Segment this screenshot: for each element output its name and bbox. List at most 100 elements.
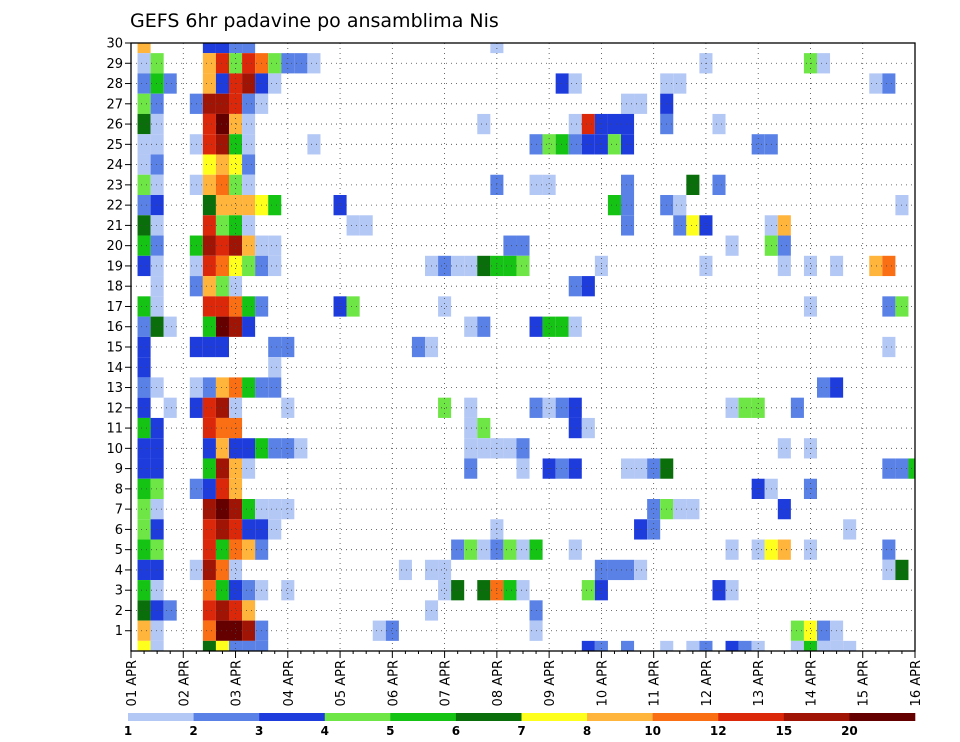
heatmap-cell <box>464 397 478 418</box>
heatmap-cell <box>516 438 530 459</box>
heatmap-cell <box>607 559 621 581</box>
heatmap-cell <box>137 499 151 520</box>
x-tick-label: 03 APR <box>230 660 245 706</box>
heatmap-cell <box>294 53 308 74</box>
y-tick-label: 12 <box>106 401 123 416</box>
heatmap-cell <box>568 539 582 560</box>
heatmap-cell <box>137 53 151 74</box>
heatmap-cell <box>568 316 582 337</box>
heatmap-cell <box>229 620 243 641</box>
heatmap-cell <box>202 580 216 601</box>
heatmap-cell <box>738 640 752 651</box>
heatmap-cell <box>215 377 229 398</box>
heatmap-cell <box>242 235 256 256</box>
heatmap-cell <box>202 316 216 337</box>
heatmap-cell <box>215 620 229 641</box>
heatmap-cell <box>150 499 164 520</box>
colorbar-label: 10 <box>644 724 661 738</box>
x-tick-label: 12 APR <box>700 660 715 706</box>
heatmap-cell <box>242 215 256 236</box>
heatmap-cell <box>882 296 896 317</box>
y-tick-label: 13 <box>106 381 123 396</box>
heatmap-cell <box>555 458 569 479</box>
heatmap-cell <box>568 113 582 135</box>
heatmap-cell <box>555 134 569 155</box>
heatmap-cell <box>215 73 229 94</box>
heatmap-cell <box>229 499 243 520</box>
y-tick-label: 18 <box>106 280 123 295</box>
heatmap-cell <box>281 397 295 418</box>
heatmap-cell <box>712 580 726 601</box>
heatmap-cell <box>803 620 817 641</box>
y-tick-label: 11 <box>106 422 123 437</box>
heatmap-cell <box>725 640 739 651</box>
heatmap-cell <box>229 113 243 135</box>
heatmap-cell <box>777 438 791 459</box>
x-tick-label: 02 APR <box>177 660 192 706</box>
heatmap-cell <box>215 195 229 216</box>
heatmap-cell <box>503 235 517 256</box>
heatmap-cell <box>137 438 151 459</box>
y-tick-label: 25 <box>106 138 123 153</box>
heatmap-cell <box>882 336 896 358</box>
heatmap-cell <box>215 296 229 317</box>
heatmap-cell <box>516 255 530 277</box>
heatmap-cell <box>215 559 229 581</box>
heatmap-cell <box>137 154 151 175</box>
heatmap-cell <box>150 478 164 499</box>
heatmap-cell <box>229 235 243 256</box>
heatmap-cell <box>594 640 608 651</box>
heatmap-cell <box>202 73 216 94</box>
heatmap-cell <box>712 113 726 135</box>
heatmap-cell <box>229 316 243 337</box>
heatmap-cell <box>150 134 164 155</box>
heatmap-cell <box>268 235 282 256</box>
heatmap-cell <box>555 397 569 418</box>
heatmap-cell <box>137 397 151 418</box>
heatmap-cell <box>438 580 452 601</box>
heatmap-cell <box>150 195 164 216</box>
heatmap-cell <box>215 276 229 297</box>
heatmap-cell <box>817 53 831 74</box>
heatmap-cell <box>150 600 164 621</box>
heatmap-cell <box>464 438 478 459</box>
heatmap-cell <box>242 519 256 540</box>
heatmap-cell <box>817 620 831 641</box>
heatmap-cell <box>581 134 595 155</box>
colorbar-swatch <box>390 713 457 721</box>
heatmap-cell <box>150 559 164 581</box>
heatmap-cell <box>163 397 177 418</box>
colorbar-label: 15 <box>775 724 792 738</box>
heatmap-cell <box>268 255 282 277</box>
heatmap-cell <box>137 215 151 236</box>
heatmap-cell <box>229 276 243 297</box>
heatmap-cell <box>634 559 648 581</box>
heatmap-cell <box>215 478 229 499</box>
heatmap-cell <box>621 93 635 114</box>
heatmap-cell <box>202 154 216 175</box>
heatmap-cell <box>242 93 256 114</box>
heatmap-cell <box>215 113 229 135</box>
heatmap-cell <box>411 336 425 358</box>
heatmap-cell <box>242 539 256 560</box>
heatmap-cell <box>607 134 621 155</box>
heatmap-cell <box>242 174 256 195</box>
heatmap-cell <box>137 336 151 358</box>
y-tick-label: 26 <box>106 118 123 133</box>
heatmap-cell <box>215 519 229 540</box>
heatmap-cell <box>516 580 530 601</box>
heatmap-cell <box>621 195 635 216</box>
heatmap-cell <box>215 417 229 439</box>
heatmap-cell <box>229 296 243 317</box>
heatmap-cell <box>137 377 151 398</box>
heatmap-cell <box>242 53 256 74</box>
heatmap-cell <box>281 499 295 520</box>
heatmap-cell <box>268 53 282 74</box>
heatmap-cell <box>215 53 229 74</box>
heatmap-cell <box>150 113 164 135</box>
heatmap-cell <box>268 499 282 520</box>
heatmap-cell <box>215 235 229 256</box>
heatmap-cell <box>503 580 517 601</box>
heatmap-cell <box>607 195 621 216</box>
heatmap-cell <box>477 255 491 277</box>
